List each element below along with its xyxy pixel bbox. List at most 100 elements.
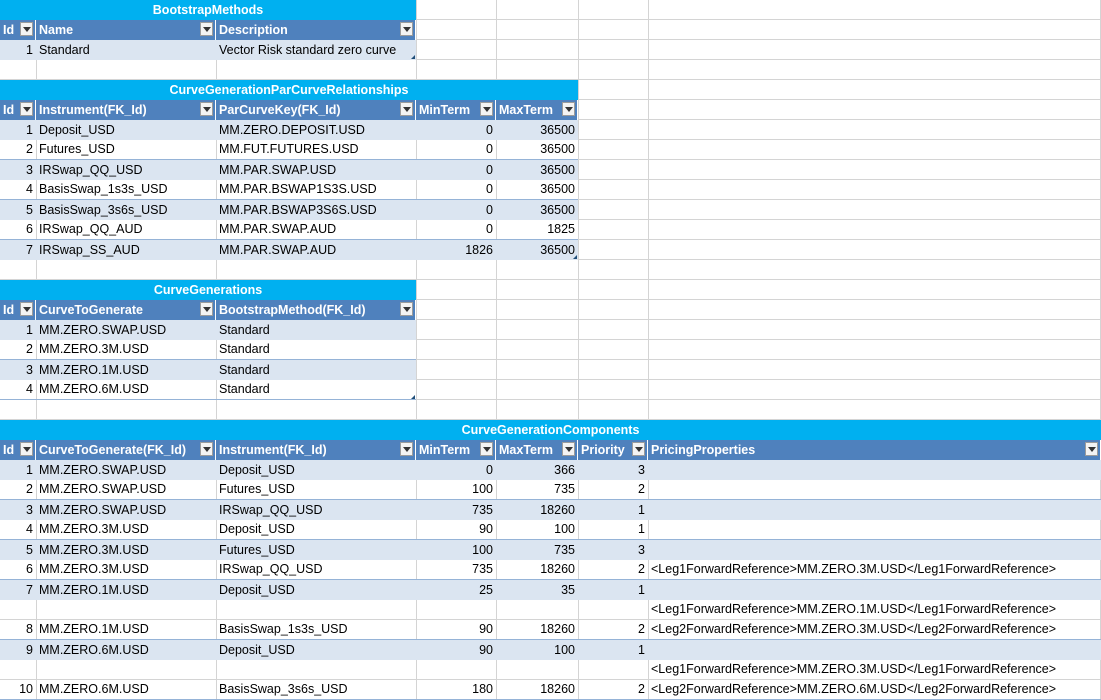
- cell-curve-to-generate[interactable]: MM.ZERO.SWAP.USD: [39, 463, 167, 477]
- cell-pricing-properties[interactable]: [648, 640, 1101, 660]
- cell-max-term[interactable]: 36500: [540, 142, 575, 156]
- table-row[interactable]: 2 MM.ZERO.SWAP.USD Futures_USD 100 735 2: [0, 480, 1101, 500]
- cell-id[interactable]: 2: [26, 342, 33, 356]
- cell-min-term[interactable]: 0: [486, 463, 493, 477]
- cell-pricing-properties[interactable]: [648, 500, 1101, 520]
- cell-priority[interactable]: 3: [638, 463, 645, 477]
- cell-max-term[interactable]: 36500: [540, 203, 575, 217]
- column-header-par-curve-key[interactable]: ParCurveKey(FK_Id): [216, 100, 416, 120]
- cell-instrument[interactable]: IRSwap_QQ_USD: [219, 503, 323, 517]
- cell-max-term[interactable]: 18260: [540, 622, 575, 636]
- cell-priority[interactable]: 1: [638, 583, 645, 597]
- cell-par-curve-key[interactable]: MM.PAR.BSWAP3S6S.USD: [219, 203, 377, 217]
- cell-curve-to-generate[interactable]: MM.ZERO.1M.USD: [39, 622, 149, 636]
- filter-dropdown-icon[interactable]: [20, 102, 33, 116]
- column-header-min-term[interactable]: MinTerm: [416, 100, 496, 120]
- cell-id[interactable]: 3: [26, 163, 33, 177]
- cell-par-curve-key[interactable]: MM.ZERO.DEPOSIT.USD: [219, 123, 365, 137]
- cell-par-curve-key[interactable]: MM.FUT.FUTURES.USD: [219, 142, 359, 156]
- cell-min-term[interactable]: 735: [472, 562, 493, 576]
- cell-id[interactable]: 1: [26, 43, 33, 57]
- filter-dropdown-icon[interactable]: [400, 102, 413, 116]
- column-header-max-term[interactable]: MaxTerm: [496, 100, 578, 120]
- cell-id[interactable]: 3: [26, 503, 33, 517]
- cell-priority[interactable]: 2: [638, 622, 645, 636]
- cell-name[interactable]: Standard: [39, 43, 90, 57]
- cell-curve-to-generate[interactable]: MM.ZERO.3M.USD: [39, 562, 149, 576]
- cell-curve-to-generate[interactable]: MM.ZERO.SWAP.USD: [39, 482, 167, 496]
- column-header-id[interactable]: Id: [0, 100, 36, 120]
- table-row[interactable]: 3 MM.ZERO.SWAP.USD IRSwap_QQ_USD 735 18260 1: [0, 500, 1101, 520]
- cell-max-term[interactable]: 36500: [540, 243, 575, 257]
- cell-max-term[interactable]: 735: [554, 482, 575, 496]
- cell-instrument[interactable]: Futures_USD: [219, 543, 295, 557]
- cell-curve-to-generate[interactable]: MM.ZERO.3M.USD: [39, 342, 149, 356]
- table-resize-handle[interactable]: [573, 255, 577, 259]
- cell-bootstrap-method[interactable]: Standard: [219, 342, 270, 356]
- cell-max-term[interactable]: 366: [554, 463, 575, 477]
- cell-id[interactable]: 9: [26, 643, 33, 657]
- cell-id[interactable]: 4: [26, 522, 33, 536]
- cell-instrument[interactable]: IRSwap_SS_AUD: [39, 243, 140, 257]
- filter-dropdown-icon[interactable]: [20, 302, 33, 316]
- table-row[interactable]: 1 Deposit_USD MM.ZERO.DEPOSIT.USD 0 36500: [0, 120, 578, 140]
- filter-dropdown-icon[interactable]: [200, 22, 213, 36]
- cell-id[interactable]: 4: [26, 182, 33, 196]
- cell-curve-to-generate[interactable]: MM.ZERO.6M.USD: [39, 643, 149, 657]
- table-row[interactable]: 4 BasisSwap_1s3s_USD MM.PAR.BSWAP1S3S.USD 0…: [0, 180, 578, 200]
- cell-curve-to-generate[interactable]: MM.ZERO.3M.USD: [39, 543, 149, 557]
- cell-curve-to-generate[interactable]: MM.ZERO.1M.USD: [39, 583, 149, 597]
- cell-min-term[interactable]: 735: [472, 503, 493, 517]
- cell-min-term[interactable]: 100: [472, 543, 493, 557]
- table-row[interactable]: 4 MM.ZERO.6M.USD Standard: [0, 380, 416, 400]
- cell-instrument[interactable]: IRSwap_QQ_USD: [39, 163, 143, 177]
- column-header-max-term[interactable]: MaxTerm: [496, 440, 578, 460]
- table-row[interactable]: 7 IRSwap_SS_AUD MM.PAR.SWAP.AUD 1826 36500: [0, 240, 578, 260]
- column-header-id[interactable]: Id: [0, 300, 36, 320]
- cell-min-term[interactable]: 0: [486, 142, 493, 156]
- column-header-min-term[interactable]: MinTerm: [416, 440, 496, 460]
- cell-par-curve-key[interactable]: MM.PAR.BSWAP1S3S.USD: [219, 182, 377, 196]
- cell-id[interactable]: 1: [26, 123, 33, 137]
- filter-dropdown-icon[interactable]: [20, 22, 33, 36]
- cell-id[interactable]: 6: [26, 562, 33, 576]
- filter-dropdown-icon[interactable]: [562, 442, 575, 456]
- cell-min-term[interactable]: 0: [486, 203, 493, 217]
- filter-dropdown-icon[interactable]: [200, 302, 213, 316]
- column-header-curve-to-generate[interactable]: CurveToGenerate: [36, 300, 216, 320]
- cell-id[interactable]: 7: [26, 583, 33, 597]
- cell-pricing-properties[interactable]: <Leg1ForwardReference>MM.ZERO.3M.USD</Le…: [648, 659, 1101, 699]
- table-row[interactable]: 1 Standard Vector Risk standard zero cur…: [0, 40, 416, 60]
- cell-priority[interactable]: 1: [638, 503, 645, 517]
- table-row[interactable]: 4 MM.ZERO.3M.USD Deposit_USD 90 100 1: [0, 520, 1101, 540]
- table-row[interactable]: 5 BasisSwap_3s6s_USD MM.PAR.BSWAP3S6S.USD 0…: [0, 200, 578, 220]
- cell-max-term[interactable]: 18260: [540, 562, 575, 576]
- cell-min-term[interactable]: 90: [479, 643, 493, 657]
- cell-priority[interactable]: 2: [638, 482, 645, 496]
- column-header-bootstrap-method[interactable]: BootstrapMethod(FK_Id): [216, 300, 416, 320]
- cell-min-term[interactable]: 90: [479, 522, 493, 536]
- cell-id[interactable]: 4: [26, 382, 33, 396]
- cell-max-term[interactable]: 18260: [540, 503, 575, 517]
- cell-bootstrap-method[interactable]: Standard: [219, 363, 270, 377]
- cell-instrument[interactable]: Deposit_USD: [219, 463, 295, 477]
- cell-id[interactable]: 8: [26, 622, 33, 636]
- cell-bootstrap-method[interactable]: Standard: [219, 323, 270, 337]
- cell-pricing-properties[interactable]: [648, 460, 1101, 480]
- cell-priority[interactable]: 1: [638, 522, 645, 536]
- cell-max-term[interactable]: 100: [554, 643, 575, 657]
- column-header-pricing-properties[interactable]: PricingProperties: [648, 440, 1101, 460]
- cell-priority[interactable]: 3: [638, 543, 645, 557]
- cell-instrument[interactable]: BasisSwap_1s3s_USD: [39, 182, 168, 196]
- cell-instrument[interactable]: Deposit_USD: [219, 522, 295, 536]
- cell-curve-to-generate[interactable]: MM.ZERO.1M.USD: [39, 363, 149, 377]
- cell-instrument[interactable]: BasisSwap_3s6s_USD: [219, 682, 348, 696]
- cell-max-term[interactable]: 36500: [540, 123, 575, 137]
- cell-curve-to-generate[interactable]: MM.ZERO.SWAP.USD: [39, 503, 167, 517]
- table-row[interactable]: 7 MM.ZERO.1M.USD Deposit_USD 25 35 1: [0, 580, 1101, 600]
- cell-min-term[interactable]: 180: [472, 682, 493, 696]
- cell-id[interactable]: 1: [26, 323, 33, 337]
- column-header-curve-to-generate[interactable]: CurveToGenerate(FK_Id): [36, 440, 216, 460]
- cell-id[interactable]: 2: [26, 482, 33, 496]
- cell-max-term[interactable]: 36500: [540, 182, 575, 196]
